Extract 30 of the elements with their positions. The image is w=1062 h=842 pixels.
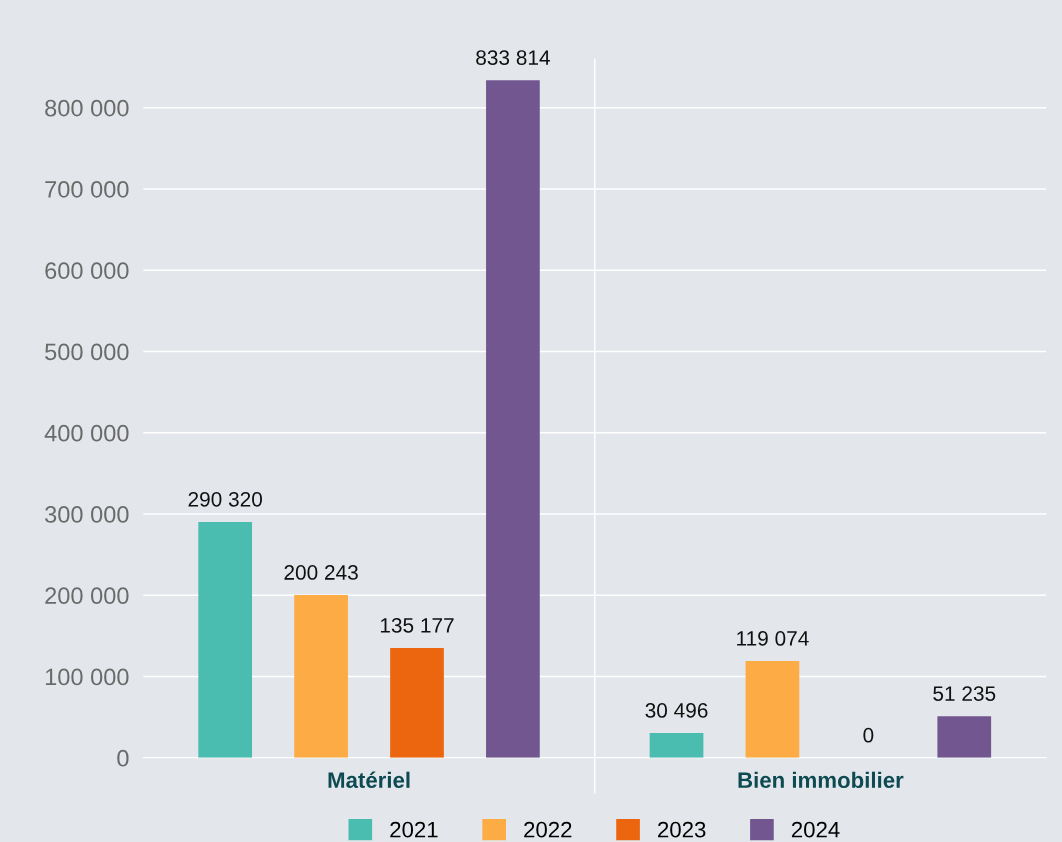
legend-label: 2023 <box>658 821 706 838</box>
text: 200 243 <box>284 565 358 580</box>
y-tick-label: 300 000 <box>45 506 129 523</box>
bar <box>745 661 800 758</box>
x-tick-label: Bien immobilier <box>738 771 904 789</box>
text: 30 496 <box>645 703 708 718</box>
bar <box>486 80 540 758</box>
y-tick-label: 0 <box>117 749 129 767</box>
y-tick-label: 100 000 <box>45 668 129 686</box>
y-tick-label: 200 000 <box>45 587 129 605</box>
legend-label: 2022 <box>524 821 572 838</box>
bar <box>198 521 253 758</box>
y-tick-label: 400 000 <box>44 424 129 442</box>
y-tick-label: 600 000 <box>45 262 129 280</box>
text: 833 814 <box>476 50 550 65</box>
text: 0 <box>863 727 874 743</box>
text: 290 320 <box>188 491 263 507</box>
x-tick-label: Matériel <box>328 771 410 789</box>
bar <box>390 647 444 758</box>
y-tick-label: 800 000 <box>45 99 129 117</box>
bar <box>649 733 704 758</box>
y-tick-label: 700 000 <box>45 181 129 198</box>
text: 135 177 <box>380 617 454 633</box>
bar <box>937 716 992 758</box>
text: 51 235 <box>933 686 996 701</box>
legend-label: 2021 <box>390 821 438 838</box>
y-tick-label: 500 000 <box>45 343 129 361</box>
legend-label: 2024 <box>791 821 840 838</box>
bar <box>294 595 348 758</box>
text: 119 074 <box>737 631 809 646</box>
